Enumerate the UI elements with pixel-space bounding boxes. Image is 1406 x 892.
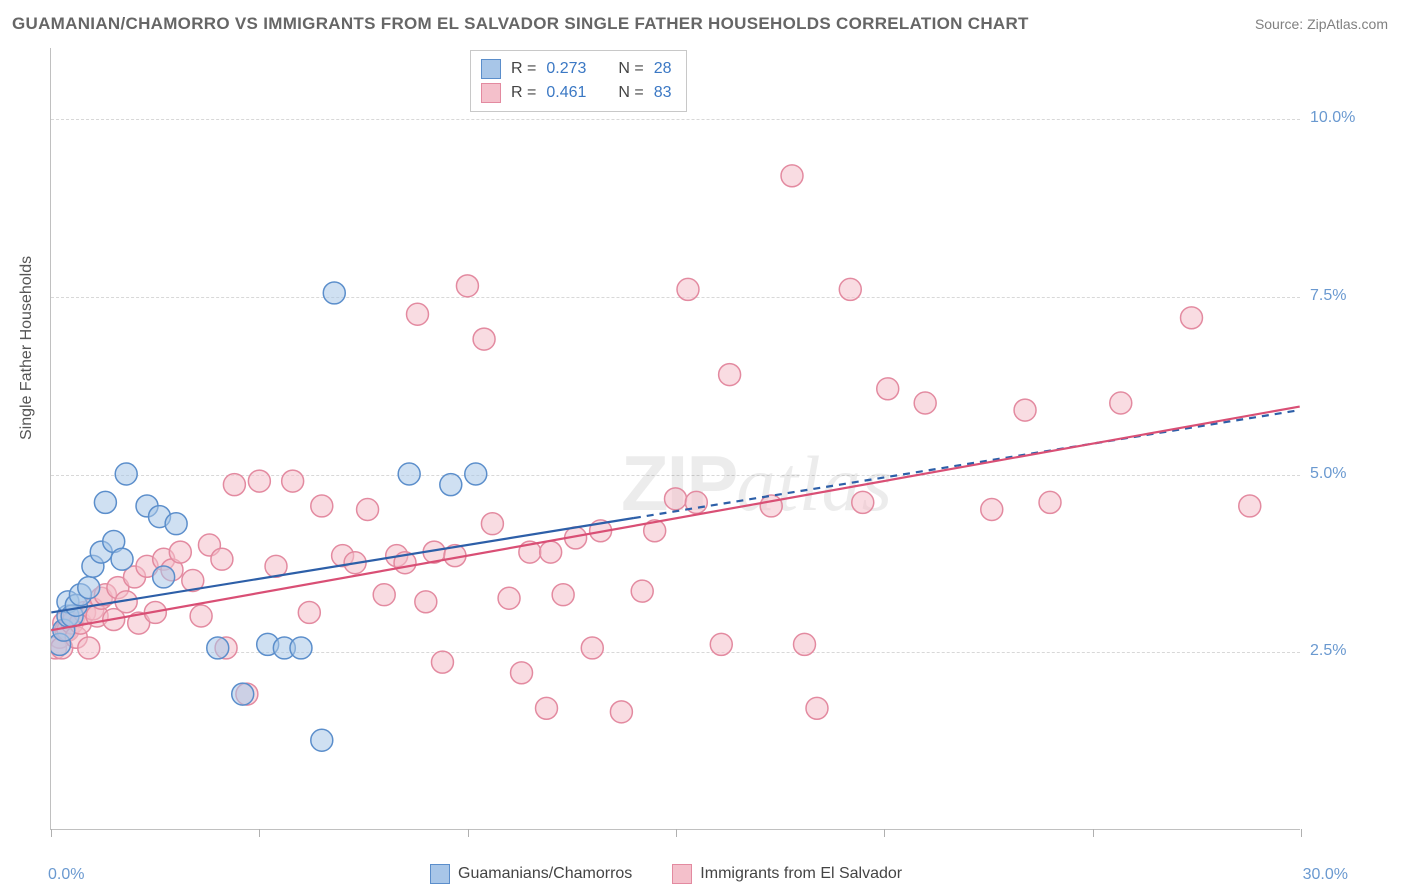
y-tick-label: 5.0% [1310,465,1390,483]
y-tick-label: 10.0% [1310,109,1390,127]
x-tick [676,829,677,837]
legend-item-2: Immigrants from El Salvador [672,864,902,884]
x-tick [468,829,469,837]
legend-item-1: Guamanians/Chamorros [430,864,632,884]
x-tick [1093,829,1094,837]
legend-stats: R = 0.273 N = 28 R = 0.461 N = 83 [470,50,687,112]
legend-stats-row-2: R = 0.461 N = 83 [481,81,672,105]
x-max-label: 30.0% [1303,866,1348,884]
x-tick [884,829,885,837]
x-tick [259,829,260,837]
y-axis-title: Single Father Households [18,256,36,440]
gridline [51,297,1300,298]
gridline [51,652,1300,653]
legend-stats-row-1: R = 0.273 N = 28 [481,57,672,81]
x-tick [1301,829,1302,837]
swatch-series-2-b [672,864,692,884]
plot-area: ZIPatlas 2.5%5.0%7.5%10.0% [50,48,1300,830]
correlation-chart: GUAMANIAN/CHAMORRO VS IMMIGRANTS FROM EL… [0,0,1406,892]
legend-series: Guamanians/Chamorros Immigrants from El … [430,864,902,884]
y-tick-label: 7.5% [1310,287,1390,305]
gridline [51,475,1300,476]
x-tick [51,829,52,837]
swatch-series-1-b [430,864,450,884]
gridline [51,119,1300,120]
y-tick-label: 2.5% [1310,642,1390,660]
swatch-series-1 [481,59,501,79]
x-min-label: 0.0% [48,866,84,884]
chart-title: GUAMANIAN/CHAMORRO VS IMMIGRANTS FROM EL… [12,14,1029,34]
watermark: ZIPatlas [621,438,893,529]
swatch-series-2 [481,83,501,103]
source-label: Source: ZipAtlas.com [1255,16,1388,32]
